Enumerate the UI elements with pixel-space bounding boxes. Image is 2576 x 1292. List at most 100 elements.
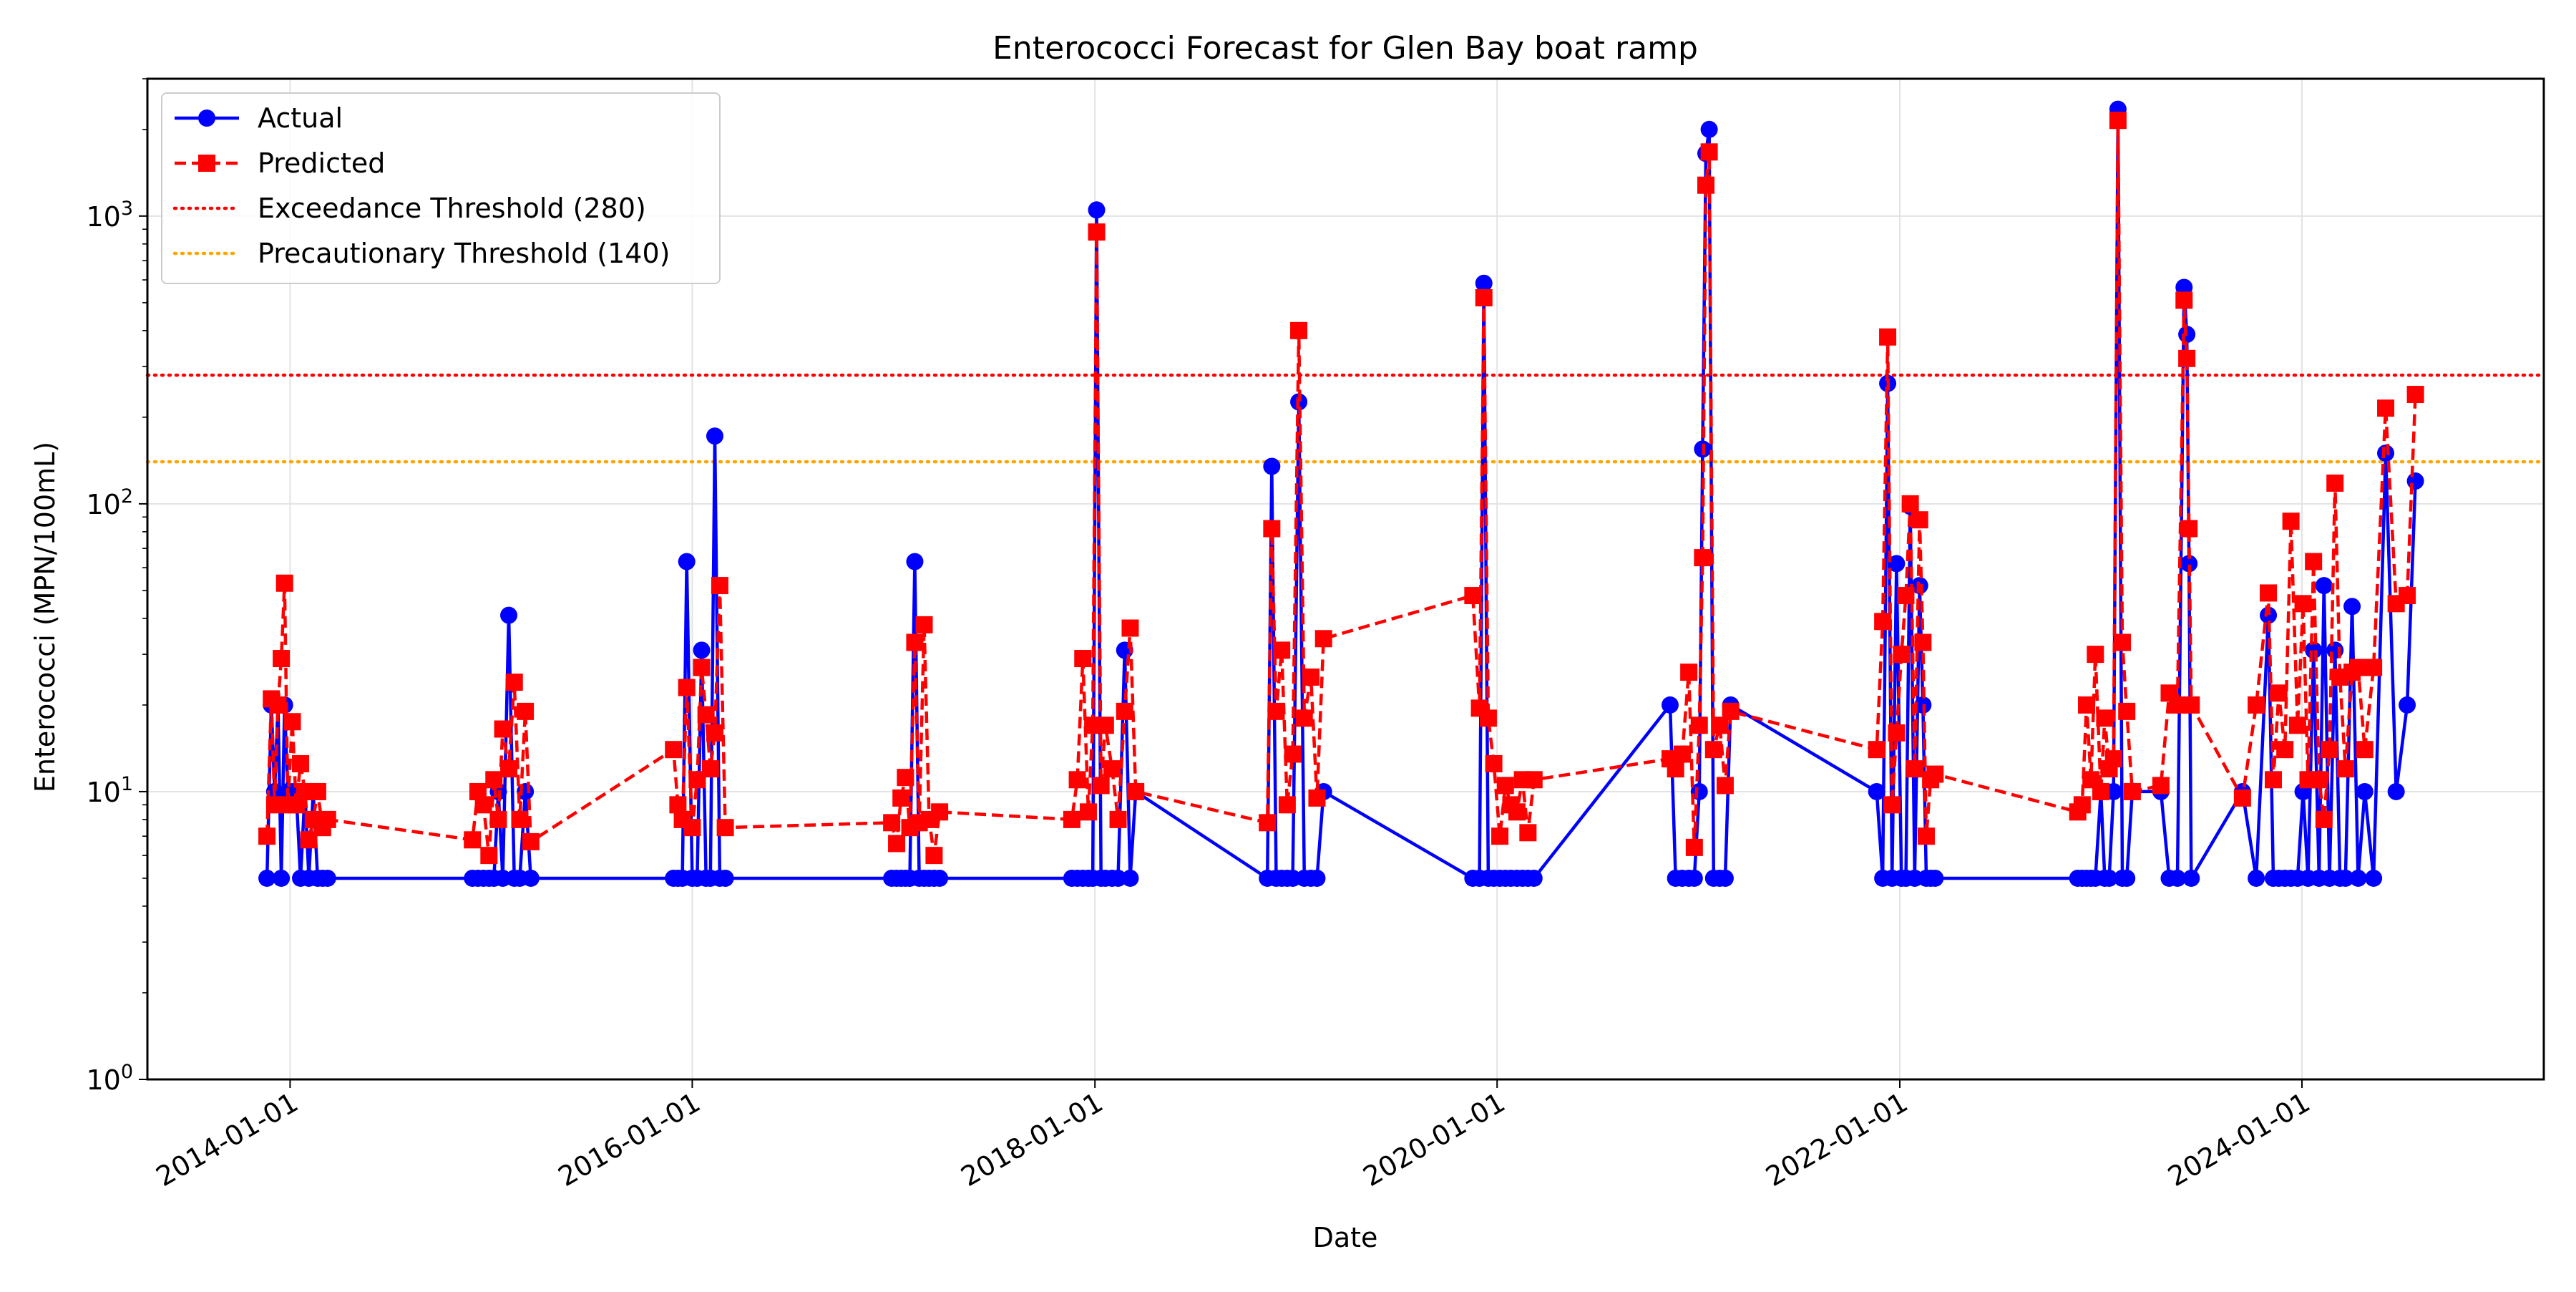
x-tick-label: 2016-01-01 bbox=[553, 1087, 706, 1193]
actual-point bbox=[2349, 869, 2367, 887]
predicted-point bbox=[883, 814, 901, 832]
predicted-point bbox=[2315, 810, 2333, 828]
predicted-point bbox=[1911, 511, 1928, 529]
y-tick-label: 100 bbox=[86, 1061, 133, 1096]
predicted-point bbox=[1485, 754, 1503, 772]
predicted-point bbox=[1295, 709, 1313, 727]
predicted-point bbox=[494, 720, 512, 738]
y-axis-label: Enterococci (MPN/100mL) bbox=[29, 442, 61, 792]
predicted-point bbox=[2270, 684, 2288, 702]
actual-point bbox=[1700, 120, 1718, 138]
actual-point bbox=[2399, 696, 2416, 714]
predicted-point bbox=[1127, 782, 1145, 800]
predicted-point bbox=[485, 771, 503, 789]
predicted-point bbox=[480, 847, 498, 865]
x-tick-label: 2014-01-01 bbox=[151, 1087, 303, 1193]
actual-point bbox=[716, 869, 734, 887]
predicted-point bbox=[2356, 741, 2373, 759]
predicted-point bbox=[1267, 702, 1285, 720]
predicted-point bbox=[1284, 745, 1302, 763]
predicted-point bbox=[1673, 745, 1691, 763]
predicted-point bbox=[1926, 765, 1944, 783]
predicted-point bbox=[1868, 741, 1885, 759]
predicted-point bbox=[1901, 495, 1919, 513]
actual-point bbox=[2118, 869, 2136, 887]
legend-label: Precautionary Threshold (140) bbox=[258, 238, 670, 269]
predicted-point bbox=[2349, 659, 2367, 676]
predicted-point bbox=[2336, 760, 2354, 778]
predicted-point bbox=[2276, 741, 2294, 759]
chart-title: Enterococci Forecast for Glen Bay boat r… bbox=[992, 30, 1698, 67]
predicted-point bbox=[701, 760, 719, 778]
predicted-point bbox=[292, 754, 310, 772]
predicted-point bbox=[1273, 641, 1291, 659]
actual-point bbox=[931, 869, 949, 887]
predicted-point bbox=[897, 769, 914, 787]
predicted-point bbox=[716, 819, 734, 837]
predicted-point bbox=[1874, 613, 1892, 631]
x-tick-label: 2022-01-01 bbox=[1760, 1087, 1913, 1193]
predicted-point bbox=[2399, 587, 2416, 605]
predicted-point bbox=[2248, 696, 2265, 714]
predicted-point bbox=[2175, 291, 2193, 309]
predicted-point bbox=[711, 577, 728, 595]
predicted-point bbox=[2288, 717, 2306, 734]
actual-point bbox=[2180, 555, 2198, 573]
actual-point bbox=[2336, 869, 2354, 887]
predicted-point bbox=[1519, 824, 1537, 842]
actual-point bbox=[318, 869, 336, 887]
x-tick-label: 2018-01-01 bbox=[955, 1087, 1108, 1193]
predicted-point bbox=[269, 696, 287, 714]
x-axis-label: Date bbox=[1313, 1222, 1378, 1253]
actual-point bbox=[1888, 555, 1906, 573]
predicted-point bbox=[522, 832, 540, 850]
actual-point bbox=[693, 641, 711, 659]
predicted-point bbox=[2152, 777, 2170, 795]
predicted-point bbox=[2109, 112, 2127, 130]
predicted-point bbox=[2077, 696, 2095, 714]
actual-point bbox=[1926, 869, 1944, 887]
predicted-point bbox=[1508, 803, 1526, 821]
actual-point bbox=[1109, 869, 1127, 887]
predicted-point bbox=[906, 633, 924, 651]
predicted-point bbox=[1716, 777, 1734, 795]
predicted-point bbox=[1697, 176, 1715, 194]
predicted-point bbox=[1917, 827, 1935, 845]
predicted-point bbox=[1914, 633, 1932, 651]
predicted-point bbox=[489, 810, 507, 828]
predicted-point bbox=[2123, 782, 2141, 800]
predicted-point bbox=[283, 713, 301, 731]
actual-point bbox=[2169, 869, 2187, 887]
predicted-point bbox=[1883, 796, 1901, 814]
predicted-point bbox=[693, 659, 711, 676]
y-tick-label: 102 bbox=[86, 485, 133, 520]
predicted-point bbox=[1096, 717, 1114, 734]
actual-point bbox=[273, 869, 291, 887]
predicted-point bbox=[1906, 760, 1923, 778]
actual-point bbox=[1868, 782, 1885, 800]
actual-point bbox=[522, 869, 540, 887]
predicted-point bbox=[1290, 321, 1308, 339]
predicted-point bbox=[275, 574, 293, 592]
predicted-point bbox=[464, 831, 482, 849]
legend-box bbox=[161, 92, 721, 284]
predicted-point bbox=[1690, 717, 1708, 734]
actual-point bbox=[2100, 869, 2118, 887]
actual-point bbox=[2326, 641, 2344, 659]
legend-label: Predicted bbox=[258, 147, 385, 179]
y-tick-label: 103 bbox=[86, 198, 133, 233]
predicted-point bbox=[1063, 810, 1080, 828]
predicted-point bbox=[2178, 349, 2196, 367]
predicted-point bbox=[697, 706, 715, 724]
x-tick-label: 2024-01-01 bbox=[2162, 1087, 2315, 1193]
legend: Actual Predicted Exceedance Threshold (280… bbox=[161, 92, 721, 284]
predicted-point bbox=[1496, 777, 1514, 795]
predicted-point bbox=[318, 810, 336, 828]
predicted-point bbox=[511, 810, 529, 828]
predicted-point bbox=[669, 796, 687, 814]
predicted-point bbox=[1068, 771, 1086, 789]
actual-point bbox=[1661, 696, 1679, 714]
predicted-point bbox=[1694, 549, 1712, 567]
predicted-point bbox=[474, 796, 492, 814]
